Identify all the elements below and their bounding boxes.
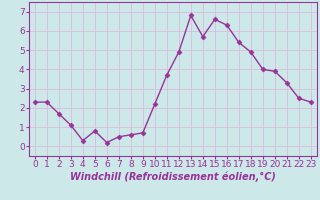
X-axis label: Windchill (Refroidissement éolien,°C): Windchill (Refroidissement éolien,°C) [70,172,276,182]
